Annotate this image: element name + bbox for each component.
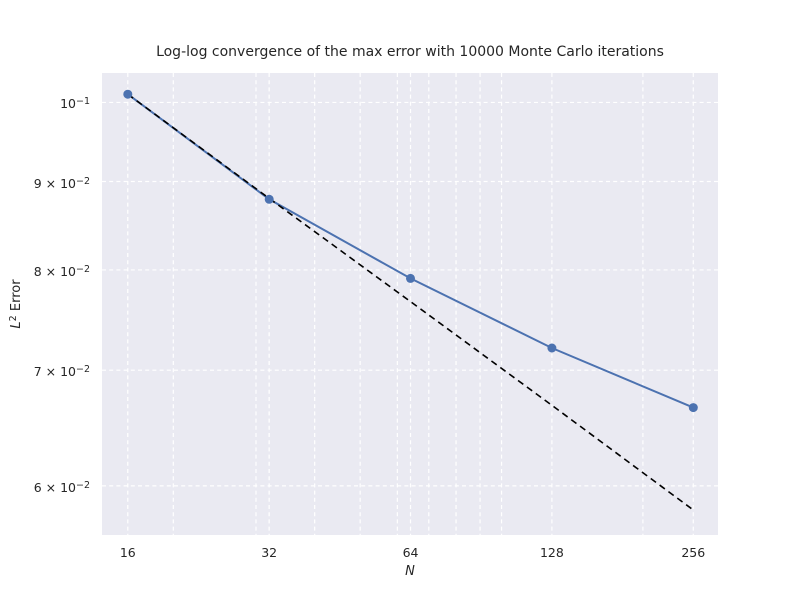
reference-slope-line: [127, 93, 694, 511]
y-tick-label: 10−1: [60, 96, 90, 112]
x-tick-label-16: 16: [119, 545, 136, 560]
max-error-point-128: [547, 343, 557, 353]
y-tick-label: 7 × 10−2: [33, 364, 90, 380]
y-tick-label: 6 × 10−2: [33, 479, 90, 495]
y-axis-label: L2 Error: [8, 279, 24, 328]
x-tick-label-128: 128: [539, 545, 564, 560]
x-axis-label: N: [405, 564, 415, 579]
x-tick-label-64: 64: [402, 545, 419, 560]
x-tick-label-32: 32: [261, 545, 278, 560]
chart-title: Log-log convergence of the max error wit…: [156, 44, 664, 60]
x-tick-label-256: 256: [681, 545, 706, 560]
y-axis-label-exponent: 2: [8, 315, 19, 322]
max-error-point-16: [123, 89, 133, 99]
max-error-point-32: [264, 194, 274, 204]
max-error-point-256: [688, 403, 698, 413]
max-error-point-64: [406, 273, 415, 283]
y-tick-label: 9 × 10−2: [33, 175, 90, 191]
y-axis-label-text: Error: [9, 279, 24, 316]
y-axis-label-letter: L: [9, 321, 24, 329]
y-tick-label: 8 × 10−2: [33, 263, 90, 279]
